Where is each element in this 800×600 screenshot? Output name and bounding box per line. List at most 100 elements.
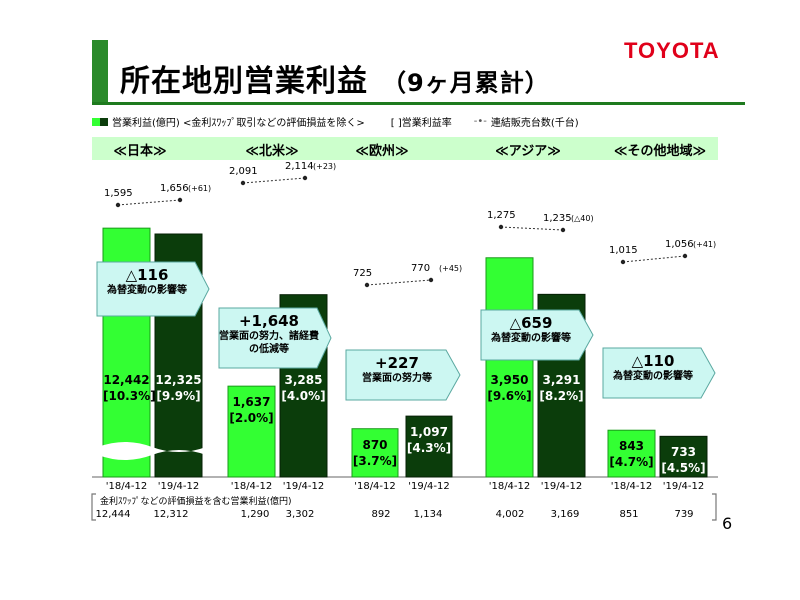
change-note: 営業面の努力等: [362, 373, 432, 384]
sales-change: (+61): [188, 184, 212, 193]
footer-value: 739: [674, 509, 694, 520]
region-header-band: [92, 137, 718, 160]
bar-fy19: [659, 435, 708, 478]
footer-value: 851: [619, 509, 639, 520]
sales-value-fy19: 1,656: [160, 183, 189, 194]
bar-fy18: [485, 257, 534, 478]
sales-value-fy19: 1,056: [665, 239, 694, 250]
change-note: 為替変動の影響等: [107, 285, 187, 296]
sales-point-fy18: [240, 180, 246, 186]
sales-point-fy18: [115, 202, 121, 208]
sales-change: (△40): [571, 214, 594, 223]
period-label: '19/4-12: [540, 481, 583, 492]
legend: 営業利益(億円) <金利ｽﾜｯﾌﾟ取引などの評価損益を除く> [ ]営業利益率 …: [92, 114, 579, 129]
sales-value-fy18: 2,091: [229, 166, 258, 177]
sales-change: (+41): [693, 240, 717, 249]
footer-value: 4,002: [495, 509, 525, 520]
bar-value-label: 3,291: [542, 373, 581, 387]
change-value: △659: [509, 314, 553, 332]
sales-point-fy19: [682, 253, 688, 259]
period-label: '18/4-12: [230, 481, 273, 492]
change-value: +1,648: [238, 312, 299, 330]
region-label: ≪その他地域≫: [613, 144, 707, 159]
footer-value: 12,444: [95, 509, 131, 520]
bar-fy18: [227, 385, 276, 478]
sales-point-fy19: [428, 277, 434, 283]
change-callout: △116 為替変動の影響等: [97, 266, 197, 297]
legend-margin: [ ]営業利益率: [390, 118, 452, 129]
sales-value-fy18: 1,595: [104, 188, 133, 199]
change-arrow-icon: [218, 307, 332, 369]
change-note: 為替変動の影響等: [491, 333, 571, 344]
change-arrow-icon: [345, 349, 461, 401]
footer-value: 3,302: [285, 509, 315, 520]
sales-value-fy18: 1,275: [487, 210, 516, 221]
period-label: '18/4-12: [488, 481, 531, 492]
period-label: '19/4-12: [157, 481, 200, 492]
bar-margin-label: [2.0%]: [229, 411, 274, 426]
title-subtitle: （9ヶ月累計）: [382, 69, 550, 97]
bar-value-label: 733: [670, 445, 697, 460]
footer-value: 1,134: [413, 509, 443, 520]
sales-point-fy18: [620, 259, 626, 265]
sales-change: (+23): [313, 162, 337, 171]
change-note: 営業面の努力、諸経費の低減等: [219, 331, 319, 355]
bar-margin-label: [10.3%]: [103, 389, 156, 403]
sales-point-fy19: [302, 175, 308, 181]
footer-value: 1,290: [240, 509, 270, 520]
footer-value: 892: [371, 509, 391, 520]
bar-label: 3,285 [4.0%]: [280, 372, 327, 404]
bar-value-label: 3,950: [490, 373, 529, 387]
bar-fy18: [351, 428, 399, 478]
period-label: '18/4-12: [354, 481, 396, 492]
bar-margin-label: [4.7%]: [609, 455, 654, 470]
sales-point-fy19: [560, 227, 566, 233]
bar-label: 12,442 [10.3%]: [103, 372, 156, 404]
bar-margin-label: [9.9%]: [156, 389, 201, 403]
bar-value-label: 1,097: [410, 425, 448, 440]
legend-sales-marker-icon: -•-: [473, 116, 487, 127]
sales-value-fy19: 770: [411, 263, 431, 274]
bar-label: 733 [4.5%]: [660, 444, 707, 476]
bar-label: 12,325 [9.9%]: [155, 372, 202, 404]
region-label: ≪日本≫: [113, 144, 167, 159]
bar-margin-label: [3.7%]: [352, 453, 398, 468]
change-callout: +227 営業面の努力等: [346, 354, 448, 385]
footer-title: 金利ｽﾜｯﾌﾟなどの評価損益を含む営業利益(億円): [100, 497, 292, 507]
sales-value-fy18: 1,015: [609, 245, 638, 256]
footer-value: 3,169: [550, 509, 580, 520]
page-title: 所在地別営業利益 （9ヶ月累計）: [120, 56, 550, 100]
sales-point-fy18: [364, 282, 370, 288]
bar-margin-label: [9.6%]: [487, 389, 532, 403]
sales-trend-line: [366, 279, 432, 286]
period-label: '18/4-12: [610, 481, 653, 492]
region-label: ≪北米≫: [245, 144, 299, 159]
change-callout: △659 為替変動の影響等: [481, 314, 581, 345]
bar-margin-label: [4.3%]: [406, 441, 452, 456]
axis-break-mark: [98, 442, 206, 460]
legend-swatch-fy19: [100, 117, 108, 126]
bar-label: 3,950 [9.6%]: [486, 372, 533, 404]
bar-value-label: 3,285: [284, 373, 323, 387]
title-text: 所在地別営業利益: [120, 64, 368, 99]
change-arrow-icon: [480, 309, 594, 361]
bar-value-label: 843: [618, 439, 645, 454]
bar-value-label: 1,637: [232, 395, 271, 410]
legend-sales: 連結販売台数(千台): [490, 118, 579, 129]
period-label: '19/4-12: [408, 481, 450, 492]
sales-value-fy19: 1,235: [543, 213, 572, 224]
change-callout: +1,648 営業面の努力、諸経費の低減等: [219, 312, 319, 356]
sales-value-fy18: 725: [353, 268, 373, 279]
change-value: △116: [125, 266, 169, 284]
region-label: ≪欧州≫: [355, 144, 409, 159]
sales-value-fy19: 2,114: [285, 161, 314, 172]
legend-operating-income: 営業利益(億円) <金利ｽﾜｯﾌﾟ取引などの評価損益を除く>: [112, 118, 365, 129]
sales-point-fy19: [177, 197, 183, 203]
change-value: △110: [631, 352, 675, 370]
legend-swatch-fy18: [92, 117, 100, 126]
sales-change: (+45): [439, 264, 463, 273]
page-number: 6: [722, 514, 733, 533]
change-arrow-icon: [602, 347, 716, 399]
period-label: '19/4-12: [282, 481, 325, 492]
